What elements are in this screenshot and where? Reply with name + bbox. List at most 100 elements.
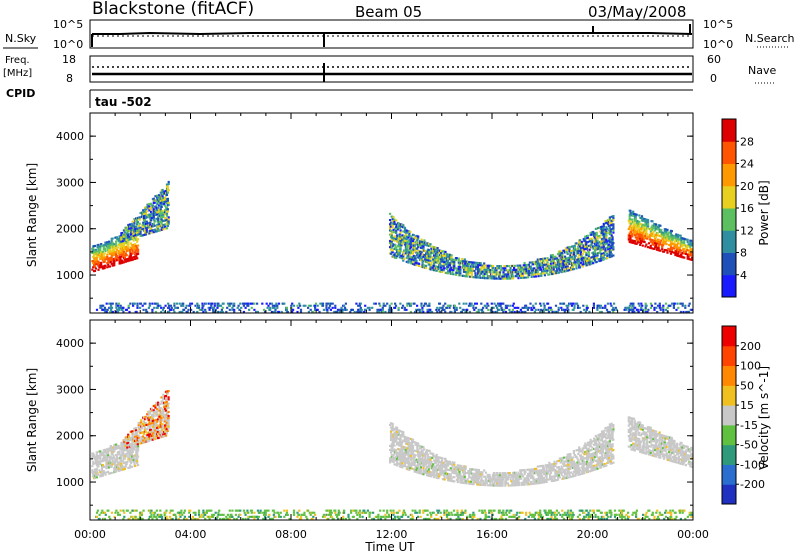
scatter-cell — [106, 458, 109, 461]
scatter-cell — [553, 257, 556, 260]
scatter-cell — [643, 241, 646, 244]
scatter-cell — [140, 419, 143, 422]
scatter-cell — [408, 234, 411, 237]
scatter-cell — [455, 257, 458, 260]
scatter-cell — [151, 310, 154, 313]
scatter-cell — [467, 265, 470, 268]
scatter-cell — [578, 249, 581, 252]
scatter-cell — [578, 264, 581, 267]
scatter-cell — [491, 267, 495, 270]
scatter-cell — [414, 249, 417, 252]
scatter-cell — [247, 304, 250, 307]
scatter-cell — [522, 266, 525, 269]
scatter-cell — [143, 225, 147, 228]
scatter-cell — [99, 452, 102, 455]
scatter-cell — [655, 306, 658, 309]
scatter-cell — [153, 411, 156, 414]
scatter-cell — [110, 256, 113, 259]
nsky-label: N.Sky — [5, 32, 37, 45]
scatter-cell — [527, 274, 531, 277]
scatter-cell — [389, 227, 392, 230]
scatter-cell — [162, 213, 165, 216]
scatter-cell — [690, 239, 693, 242]
scatter-cell — [263, 310, 267, 313]
scatter-cell — [585, 308, 588, 311]
scatter-cell — [176, 306, 179, 309]
scatter-cell — [142, 439, 145, 442]
scatter-cell — [182, 304, 185, 307]
scatter-cell — [520, 266, 523, 269]
scatter-cell — [137, 464, 140, 467]
scatter-cell — [142, 424, 146, 427]
scatter-cell — [109, 261, 112, 264]
scatter-cell — [159, 208, 162, 211]
scatter-cell — [520, 268, 524, 271]
scatter-cell — [587, 255, 590, 258]
scatter-cell — [126, 444, 129, 447]
scatter-cell — [299, 304, 302, 307]
scatter-cell — [97, 268, 100, 271]
scatter-cell — [654, 223, 658, 226]
scatter-cell — [413, 302, 416, 305]
scatter-cell — [450, 258, 453, 261]
scatter-cell — [164, 432, 167, 435]
scatter-cell — [656, 310, 659, 313]
scatter-cell — [628, 215, 631, 218]
scatter-cell — [417, 442, 420, 445]
scatter-cell — [611, 240, 614, 243]
scatter-cell — [131, 451, 134, 454]
scatter-cell — [132, 436, 135, 439]
scatter-cell — [537, 268, 540, 271]
scatter-cell — [688, 302, 691, 305]
scatter-cell — [445, 306, 449, 309]
scatter-cell — [529, 265, 532, 268]
scatter-cell — [630, 306, 633, 309]
scatter-cell — [662, 306, 665, 309]
scatter-cell — [632, 210, 635, 213]
scatter-cell — [166, 224, 169, 227]
scatter-cell — [662, 240, 666, 243]
scatter-cell — [103, 310, 106, 313]
scatter-cell — [95, 470, 98, 473]
scatter-cell — [239, 302, 242, 305]
scatter-cell — [659, 243, 662, 246]
scatter-cell — [125, 241, 128, 244]
scatter-cell — [110, 471, 113, 474]
scatter-cell — [154, 302, 157, 305]
scatter-cell — [122, 455, 126, 458]
scatter-cell — [401, 453, 404, 456]
scatter-cell — [612, 310, 615, 313]
scatter-cell — [529, 302, 532, 305]
scatter-cell — [489, 277, 492, 280]
scatter-cell — [491, 273, 494, 276]
scatter-cell — [128, 227, 131, 230]
scatter-cell — [115, 253, 118, 256]
scatter-cell — [403, 458, 406, 461]
scatter-cell — [161, 188, 164, 191]
scatter-cell — [201, 308, 204, 311]
scatter-cell — [393, 452, 396, 455]
scatter-cell — [166, 185, 169, 188]
scatter-cell — [119, 448, 122, 451]
scatter-cell — [642, 234, 645, 237]
scatter-cell — [472, 306, 475, 309]
scatter-cell — [647, 225, 650, 228]
scatter-cell — [137, 455, 140, 458]
scatter-cell — [552, 268, 555, 271]
scatter-cell — [204, 310, 208, 313]
scatter-cell — [543, 274, 546, 277]
scatter-cell — [408, 243, 411, 246]
scatter-cell — [401, 242, 404, 245]
scatter-cell — [108, 302, 111, 305]
scatter-cell — [427, 261, 430, 264]
scatter-cell — [152, 214, 155, 217]
scatter-cell — [142, 422, 145, 425]
scatter-cell — [198, 308, 201, 311]
scatter-cell — [117, 308, 121, 311]
scatter-cell — [505, 306, 508, 309]
scatter-cell — [130, 225, 133, 228]
scatter-cell — [566, 252, 569, 255]
scatter-cell — [499, 304, 502, 307]
scatter-cell — [391, 251, 394, 254]
scatter-cell — [100, 261, 103, 264]
